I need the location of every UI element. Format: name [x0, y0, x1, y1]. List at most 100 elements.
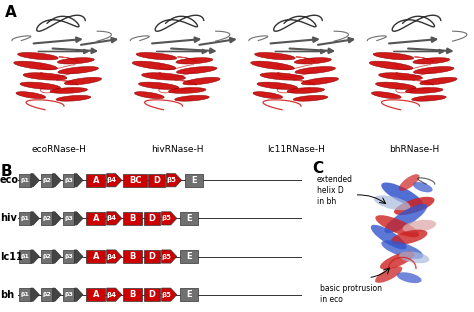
Text: C: C [312, 161, 323, 176]
Polygon shape [162, 212, 177, 225]
Text: lc11: lc11 [0, 251, 23, 261]
Ellipse shape [399, 251, 429, 263]
Ellipse shape [371, 225, 407, 249]
Polygon shape [166, 174, 182, 187]
Bar [123, 174, 147, 187]
Ellipse shape [64, 77, 101, 85]
Ellipse shape [287, 88, 325, 93]
Text: ecoRNase-H: ecoRNase-H [32, 145, 87, 154]
Bar [144, 250, 160, 263]
Polygon shape [107, 174, 122, 187]
Polygon shape [162, 288, 177, 301]
Ellipse shape [257, 82, 298, 90]
Ellipse shape [142, 73, 185, 80]
Bar [41, 288, 53, 301]
Bar [41, 174, 53, 187]
Ellipse shape [413, 182, 433, 192]
Ellipse shape [394, 197, 435, 215]
Text: β2: β2 [42, 216, 51, 221]
Ellipse shape [391, 230, 428, 245]
Ellipse shape [135, 92, 164, 99]
Polygon shape [53, 174, 61, 187]
Text: β1: β1 [20, 292, 29, 297]
Polygon shape [31, 212, 39, 225]
Text: E: E [186, 252, 192, 261]
Text: A: A [92, 290, 99, 299]
Text: β2: β2 [42, 178, 51, 183]
Bar [63, 212, 74, 225]
Text: β1: β1 [20, 254, 29, 259]
Polygon shape [53, 212, 61, 225]
Text: β3: β3 [64, 254, 73, 259]
Text: BC: BC [129, 176, 141, 185]
Ellipse shape [420, 77, 457, 85]
Ellipse shape [397, 272, 421, 283]
Bar [19, 288, 31, 301]
Bar [86, 250, 105, 263]
Bar [63, 288, 74, 301]
Polygon shape [53, 250, 61, 263]
Text: A: A [92, 252, 99, 261]
Ellipse shape [375, 266, 402, 283]
Bar [19, 212, 31, 225]
Bar [123, 288, 142, 301]
Ellipse shape [405, 88, 443, 93]
Text: extended
helix D
in bh: extended helix D in bh [317, 175, 353, 206]
Bar [144, 212, 160, 225]
Text: A: A [5, 5, 17, 20]
Ellipse shape [301, 77, 338, 85]
Polygon shape [74, 288, 83, 301]
Ellipse shape [251, 61, 294, 70]
Ellipse shape [384, 204, 427, 233]
Ellipse shape [380, 251, 414, 270]
Text: eco: eco [0, 175, 19, 185]
Text: A: A [92, 214, 99, 223]
Ellipse shape [375, 82, 416, 90]
Ellipse shape [375, 215, 419, 237]
Ellipse shape [253, 92, 283, 99]
Ellipse shape [136, 52, 177, 60]
Polygon shape [31, 288, 39, 301]
Text: D: D [153, 176, 160, 185]
Ellipse shape [369, 61, 413, 70]
Bar [180, 250, 198, 263]
Polygon shape [107, 250, 122, 263]
Text: bh: bh [0, 290, 14, 300]
Polygon shape [74, 250, 83, 263]
Ellipse shape [374, 195, 410, 210]
Text: D: D [148, 252, 155, 261]
Text: bhRNase-H: bhRNase-H [390, 145, 440, 154]
Bar [144, 288, 160, 301]
Ellipse shape [176, 58, 213, 64]
Ellipse shape [295, 66, 336, 74]
Polygon shape [107, 288, 122, 301]
Text: β4: β4 [106, 215, 116, 222]
Text: β4: β4 [106, 177, 116, 183]
Bar [123, 250, 142, 263]
Polygon shape [31, 174, 39, 187]
Ellipse shape [23, 73, 67, 80]
Ellipse shape [57, 58, 94, 64]
Text: hivRNase-H: hivRNase-H [152, 145, 204, 154]
Ellipse shape [138, 82, 179, 90]
Bar [86, 288, 105, 301]
Bar [41, 212, 53, 225]
Ellipse shape [413, 58, 450, 64]
Bar [41, 250, 53, 263]
Ellipse shape [260, 73, 304, 80]
Bar [180, 212, 198, 225]
Ellipse shape [20, 82, 61, 90]
Text: β2: β2 [42, 292, 51, 297]
Polygon shape [162, 250, 177, 263]
Text: B: B [129, 252, 136, 261]
Text: B: B [129, 214, 136, 223]
Bar [63, 174, 74, 187]
Bar [63, 250, 74, 263]
Text: E: E [186, 290, 192, 299]
Text: D: D [148, 214, 155, 223]
Ellipse shape [176, 66, 217, 74]
Text: D: D [148, 290, 155, 299]
Text: β4: β4 [106, 292, 116, 298]
Bar [86, 174, 105, 187]
Ellipse shape [413, 66, 454, 74]
